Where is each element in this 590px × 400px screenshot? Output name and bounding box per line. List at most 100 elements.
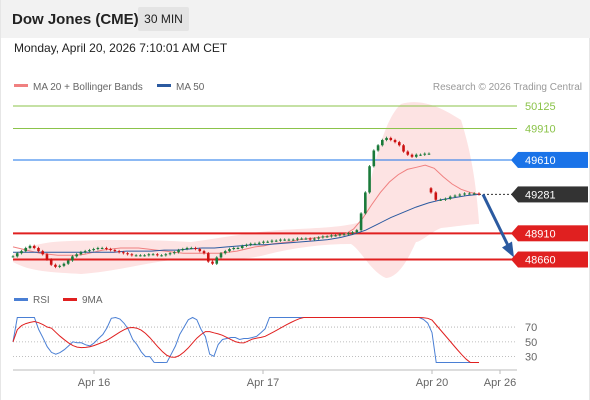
level-labels: 50125 49910 49610 49281 48910 48660 <box>511 101 588 268</box>
candle <box>376 144 380 152</box>
candle <box>279 238 282 242</box>
candle <box>189 246 193 250</box>
candle <box>41 249 45 256</box>
candle <box>181 247 185 252</box>
x-axis-ticks: Apr 16 Apr 17 Apr 20 Apr 26 <box>78 370 516 389</box>
candle <box>54 263 57 269</box>
candle <box>347 232 350 236</box>
x-tick-label: Apr 16 <box>78 377 110 389</box>
candle <box>206 251 210 263</box>
candle <box>11 255 15 258</box>
x-tick-label: Apr 26 <box>484 377 516 389</box>
candle <box>156 253 159 257</box>
rsi-tick-label: 30 <box>525 352 537 364</box>
candle <box>434 191 438 202</box>
candle <box>240 244 244 250</box>
candle <box>317 236 320 240</box>
rsi-tick-label: 70 <box>525 322 537 334</box>
candle <box>429 186 433 194</box>
candle <box>338 233 342 237</box>
rsi-line <box>12 316 479 363</box>
legend-swatch-rsi <box>14 298 28 301</box>
candle <box>88 248 91 253</box>
candle <box>71 255 74 262</box>
candle <box>270 239 274 243</box>
candle <box>472 192 476 195</box>
level-label-48660: 48660 <box>511 251 588 268</box>
candle <box>122 250 125 255</box>
candle <box>75 253 78 258</box>
candle <box>219 251 223 259</box>
candle <box>300 237 303 240</box>
candle <box>423 152 427 156</box>
candle <box>468 192 471 195</box>
candlesticks <box>11 136 481 269</box>
projection-line <box>481 193 510 247</box>
candle <box>304 237 308 240</box>
candle <box>96 246 100 251</box>
svg-text:49610: 49610 <box>525 155 556 167</box>
legend-swatch-rsi-ma <box>63 298 77 301</box>
legend-label-ma50: MA 50 <box>176 82 205 93</box>
legend-label-rsi-ma: 9MA <box>82 295 103 306</box>
candle <box>58 264 61 269</box>
candle <box>32 244 36 250</box>
candle <box>389 136 393 142</box>
candle <box>334 234 337 237</box>
candle <box>126 251 129 256</box>
candle <box>92 247 95 252</box>
candle <box>291 238 295 241</box>
candle <box>20 249 23 255</box>
candle <box>296 237 299 241</box>
rsi-grid: 70 50 30 <box>13 322 537 364</box>
rsi-ma-line <box>12 317 479 363</box>
candle <box>287 238 291 241</box>
instrument-title: Dow Jones (CME) <box>12 11 139 28</box>
chart-legend: MA 20 + Bollinger Bands MA 50 Research ©… <box>14 82 582 93</box>
candle <box>364 191 367 215</box>
level-label-49281: 49281 <box>511 186 588 203</box>
candle <box>414 153 418 159</box>
interval-button[interactable]: 30 MIN <box>138 7 189 31</box>
candle <box>321 235 325 239</box>
candle <box>385 136 388 142</box>
level-label-49910: 49910 <box>525 123 556 135</box>
candle <box>368 164 371 194</box>
candle <box>143 254 146 257</box>
candle <box>198 247 202 253</box>
candle <box>83 249 87 254</box>
candle <box>236 246 240 250</box>
candle <box>151 253 155 256</box>
candle <box>393 138 397 144</box>
candle <box>372 149 376 168</box>
legend-swatch-ma20 <box>14 84 28 87</box>
candle <box>139 254 142 257</box>
candle <box>134 254 138 257</box>
svg-text:48910: 48910 <box>525 228 556 240</box>
candle <box>177 248 180 254</box>
candle <box>308 237 312 241</box>
candle <box>402 144 405 153</box>
candle <box>410 153 414 159</box>
candle <box>173 250 176 255</box>
candle <box>24 246 28 253</box>
candle <box>477 192 481 196</box>
level-label-48910: 48910 <box>511 225 588 242</box>
candle <box>223 249 227 255</box>
candle <box>79 250 83 256</box>
candle <box>160 254 163 257</box>
candle <box>351 231 354 235</box>
credit-text: Research © 2026 Trading Central <box>433 82 582 93</box>
level-lines <box>13 105 517 261</box>
candle <box>283 238 286 241</box>
candle <box>262 240 265 245</box>
price-chart[interactable]: MA 20 + Bollinger Bands MA 50 Research ©… <box>1 72 590 400</box>
rsi-tick-label: 50 <box>525 337 537 349</box>
svg-text:49281: 49281 <box>525 189 556 201</box>
candle <box>359 212 363 232</box>
candle <box>215 256 219 265</box>
candle <box>325 235 329 238</box>
svg-text:50125: 50125 <box>525 101 556 113</box>
candle <box>330 234 333 238</box>
candle <box>194 246 197 251</box>
